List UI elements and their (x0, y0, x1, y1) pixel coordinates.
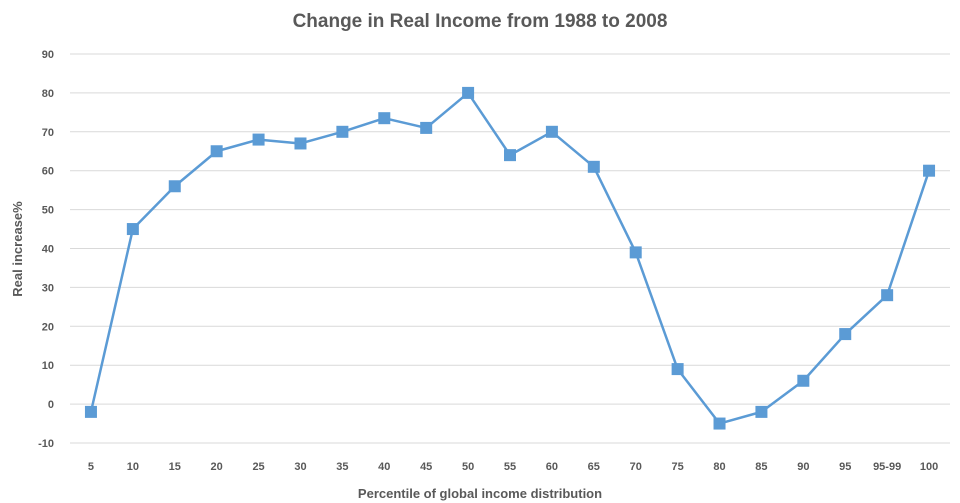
y-tick-label: 50 (42, 205, 54, 217)
y-axis-title: Real increase% (10, 201, 25, 297)
data-point (504, 149, 516, 162)
y-tick-label: 30 (42, 282, 54, 294)
y-tick-label: -10 (38, 438, 54, 450)
x-tick-label: 55 (504, 461, 516, 473)
x-tick-label: 70 (630, 461, 642, 473)
x-tick-label: 65 (588, 461, 600, 473)
x-tick-label: 25 (252, 461, 264, 473)
data-point (587, 160, 600, 173)
data-point (126, 223, 139, 236)
data-point (629, 246, 642, 259)
y-tick-label: 0 (48, 399, 54, 411)
data-point (923, 164, 936, 177)
series-group (84, 86, 936, 430)
series-line (89, 91, 931, 425)
y-axis-ticks: -10 0 10 20 30 40 50 60 70 80 90 (38, 49, 54, 450)
x-tick-label: 50 (462, 461, 474, 473)
x-tick-label: 100 (920, 461, 938, 473)
data-point (378, 112, 391, 125)
data-point (671, 363, 684, 376)
y-tick-label: 80 (42, 88, 54, 100)
data-point (84, 405, 97, 418)
x-tick-label: 95 (839, 461, 851, 473)
y-tick-label: 20 (42, 321, 54, 333)
x-tick-label: 5 (88, 461, 94, 473)
data-point (839, 328, 852, 341)
x-tick-label: 90 (797, 461, 809, 473)
y-tick-label: 70 (42, 127, 54, 139)
y-tick-label: 10 (42, 360, 54, 372)
data-point (462, 86, 475, 99)
x-tick-label: 20 (211, 461, 223, 473)
x-tick-label: 30 (294, 461, 306, 473)
x-tick-label: 15 (169, 461, 181, 473)
x-tick-label: 60 (546, 461, 558, 473)
y-tick-label: 60 (42, 166, 54, 178)
x-axis-title: Percentile of global income distribution (358, 486, 602, 501)
data-point (881, 289, 894, 302)
x-tick-label: 35 (336, 461, 348, 473)
data-point (420, 121, 433, 134)
data-point (713, 417, 726, 430)
data-point (252, 133, 265, 146)
x-tick-label: 75 (671, 461, 683, 473)
chart-title: Change in Real Income from 1988 to 2008 (293, 11, 668, 32)
data-point (755, 405, 768, 418)
data-point (797, 374, 810, 387)
x-tick-label: 45 (420, 461, 432, 473)
data-point (210, 145, 223, 158)
data-point (336, 125, 349, 138)
x-axis-ticks: 5 10 15 20 25 30 35 40 45 50 55 60 65 70 75 80 85 90 95 95-… (88, 461, 938, 473)
x-tick-label: 85 (755, 461, 767, 473)
x-tick-label: 95-99 (873, 461, 901, 473)
x-tick-label: 40 (378, 461, 390, 473)
gridlines (70, 53, 950, 444)
x-tick-label: 80 (713, 461, 725, 473)
data-point (294, 137, 307, 150)
data-point (545, 125, 558, 138)
y-tick-label: 90 (42, 49, 54, 61)
data-point (168, 180, 181, 193)
y-tick-label: 40 (42, 244, 54, 256)
x-tick-label: 10 (127, 461, 139, 473)
